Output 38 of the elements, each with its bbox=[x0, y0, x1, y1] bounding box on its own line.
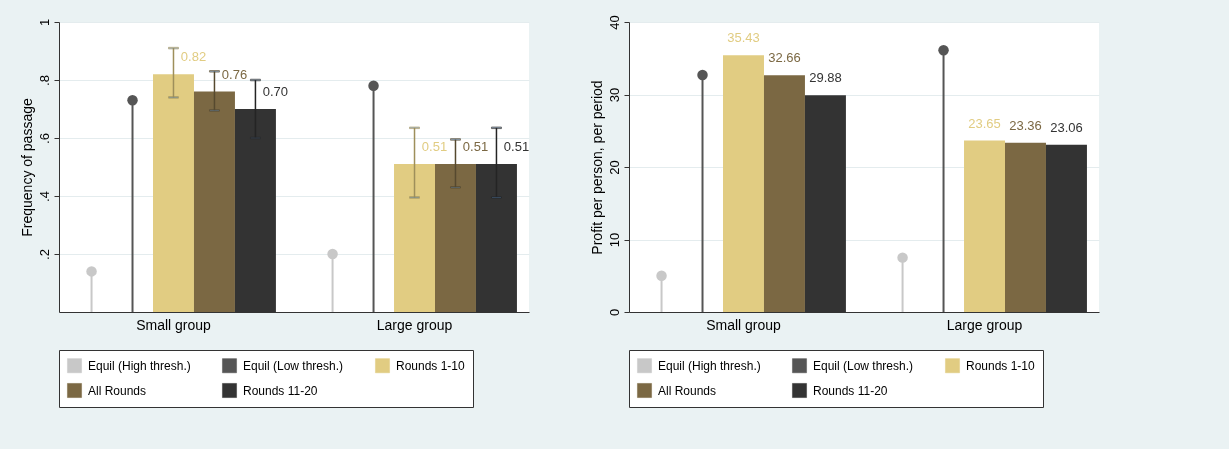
x-tick-label: Small group bbox=[706, 316, 782, 333]
data-label: 23.65 bbox=[968, 115, 1001, 131]
y-tick-label: 20 bbox=[606, 160, 622, 175]
y-tick-label: .4 bbox=[36, 191, 52, 202]
data-label: 23.36 bbox=[1009, 117, 1042, 133]
y-tick-label: .6 bbox=[36, 133, 52, 144]
data-label: 0.82 bbox=[180, 49, 207, 65]
data-label: 23.06 bbox=[1050, 119, 1083, 135]
y-tick-label: .8 bbox=[36, 75, 52, 86]
legend-label: Rounds 11-20 bbox=[243, 383, 318, 398]
data-label: 0.70 bbox=[262, 84, 289, 99]
x-tick-label: Large group bbox=[376, 316, 453, 333]
x-tick-label: Large group bbox=[946, 316, 1023, 333]
data-label: 0.51 bbox=[503, 139, 530, 155]
y-tick-label: 0 bbox=[606, 308, 622, 317]
legend-label: Equil (Low thresh.) bbox=[243, 358, 344, 373]
data-label: 0.51 bbox=[421, 139, 448, 155]
x-tick-label: Small group bbox=[136, 316, 212, 333]
legend-label: Equil (High thresh.) bbox=[88, 358, 191, 373]
legend-label: Rounds 1-10 bbox=[966, 358, 1036, 373]
legend-label: All Rounds bbox=[88, 383, 147, 398]
data-label: 35.43 bbox=[727, 30, 760, 46]
y-tick-label: 10 bbox=[606, 232, 622, 248]
y-axis-title: Frequency of passage bbox=[18, 98, 35, 237]
legend-label: Equil (High thresh.) bbox=[658, 358, 761, 373]
y-tick-label: 1 bbox=[36, 18, 52, 27]
y-axis-title: Profit per person, per period bbox=[588, 80, 605, 255]
y-tick-label: .2 bbox=[36, 249, 52, 260]
legend-label: All Rounds bbox=[658, 383, 717, 398]
legend-label: Rounds 11-20 bbox=[813, 383, 888, 398]
data-label: 0.76 bbox=[221, 66, 248, 82]
data-label: 29.88 bbox=[809, 70, 842, 86]
legend-label: Rounds 1-10 bbox=[396, 358, 466, 373]
y-tick-label: 40 bbox=[606, 15, 622, 30]
legend-label: Equil (Low thresh.) bbox=[813, 358, 914, 373]
data-label: 0.51 bbox=[462, 139, 489, 155]
y-tick-label: 30 bbox=[606, 87, 622, 103]
data-label: 32.66 bbox=[768, 50, 801, 66]
